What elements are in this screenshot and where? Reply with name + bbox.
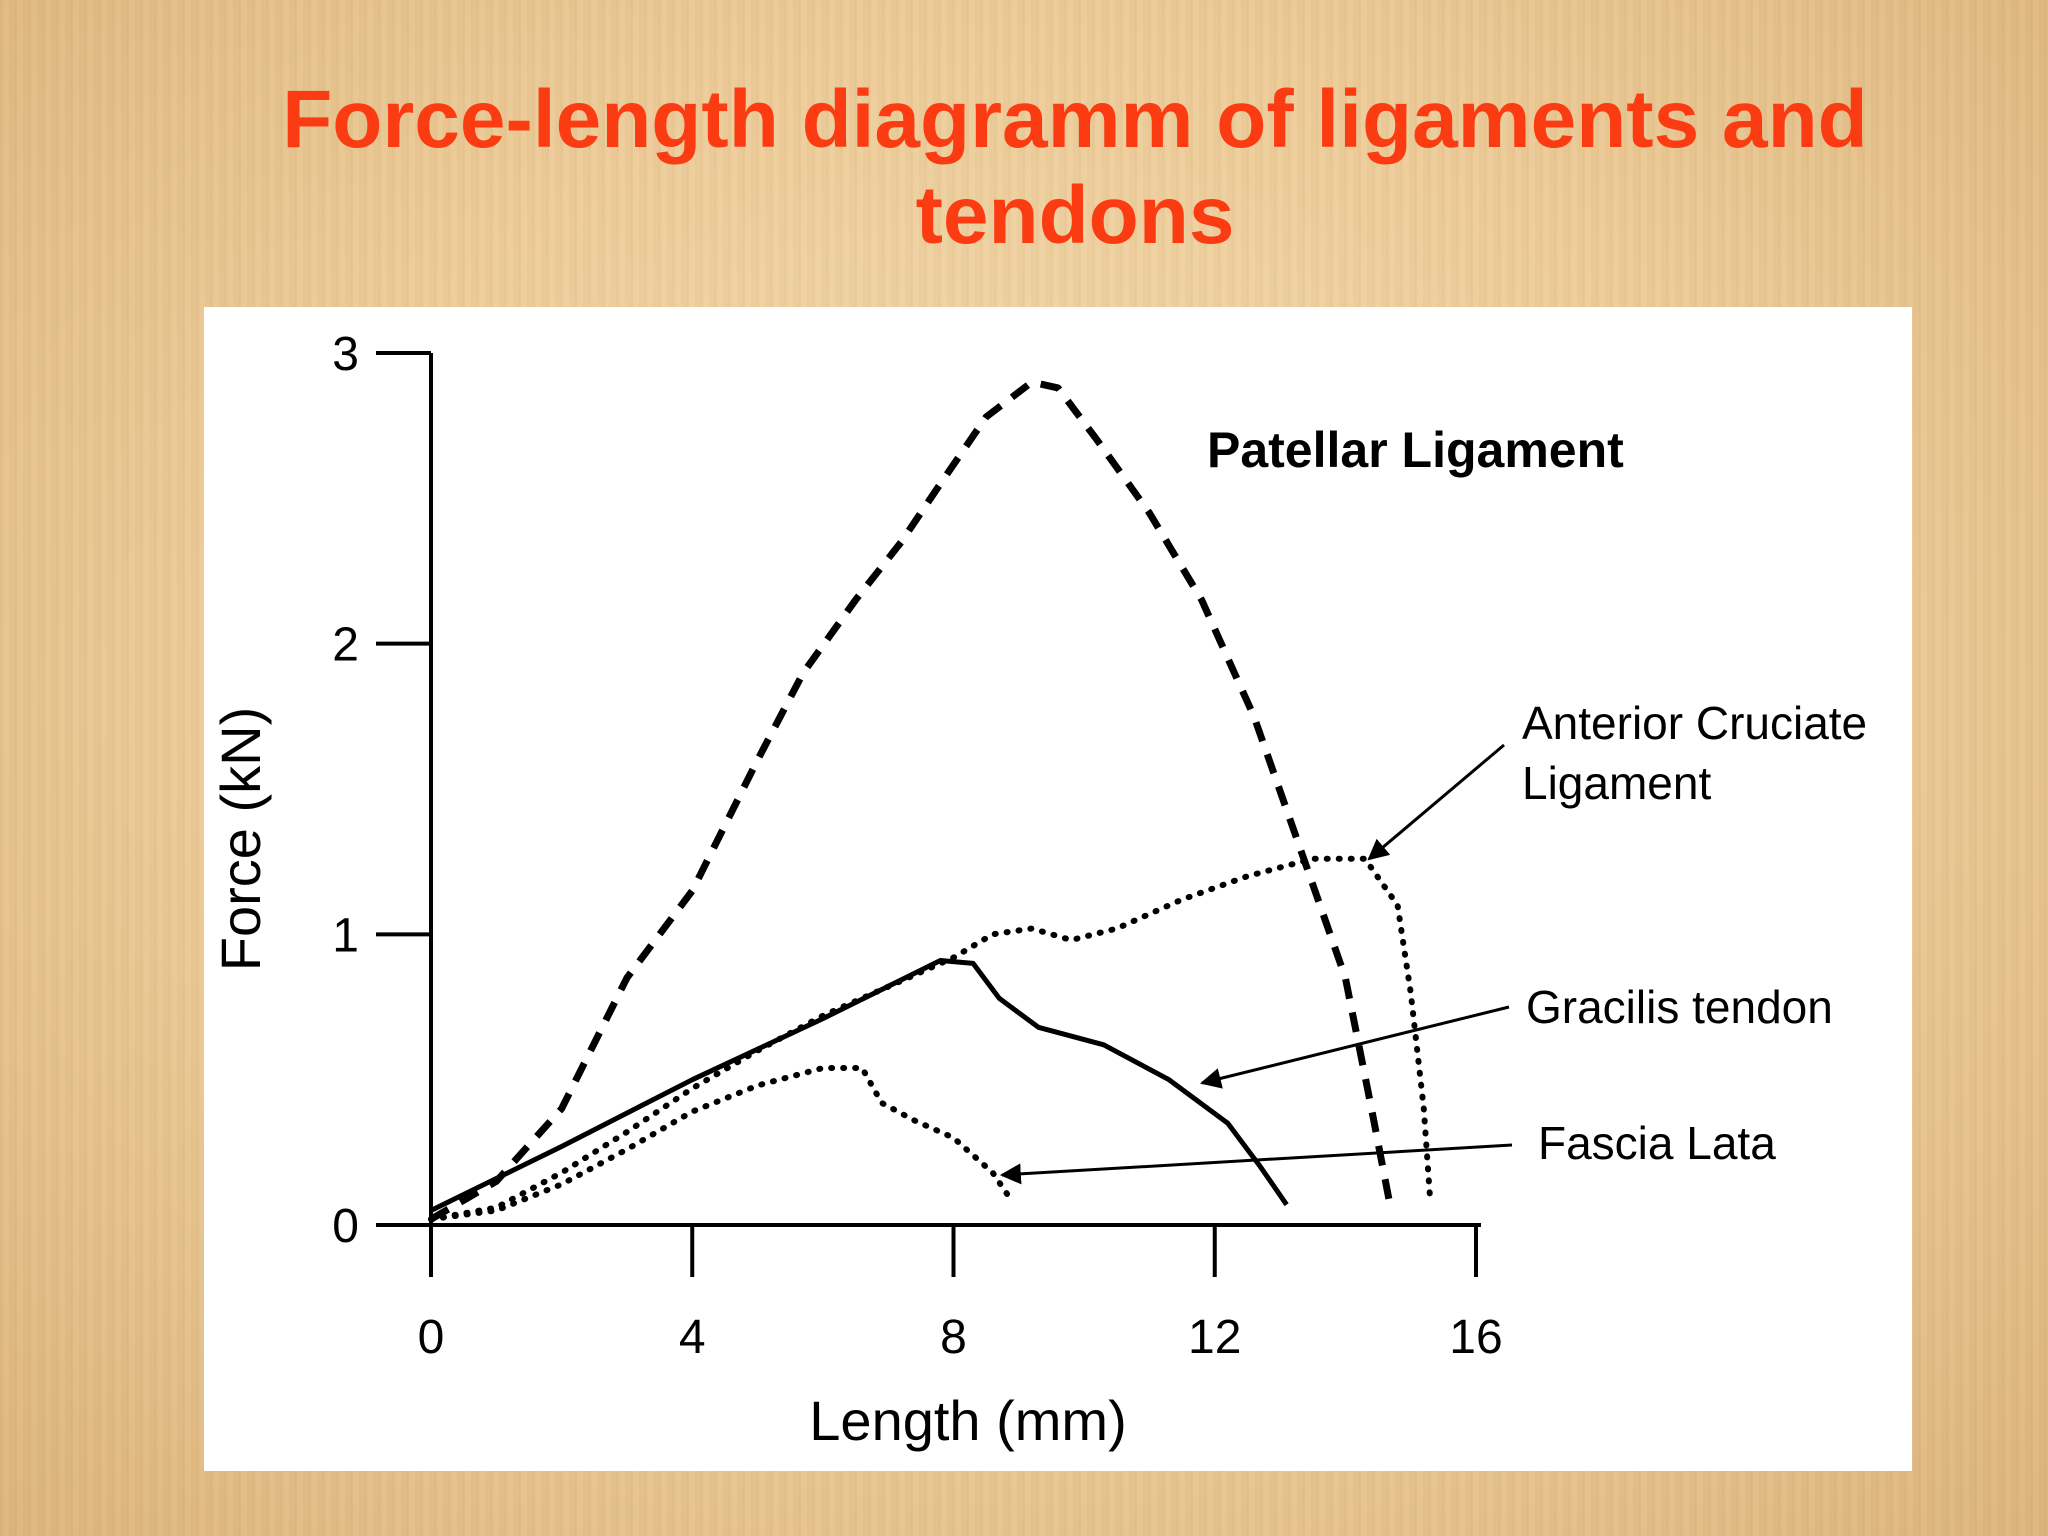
- x-axis-label: Length (mm): [809, 1389, 1126, 1452]
- x-tick-label-8: 8: [940, 1311, 967, 1364]
- y-axis-label: Force (kN): [209, 707, 272, 971]
- annotation-gracilis-arrow: [1199, 1005, 1510, 1089]
- y-tick-label-1: 1: [332, 909, 359, 962]
- series-line-gracilis-tendon: [429, 958, 1289, 1213]
- annotation-acl-arrow: [1367, 743, 1505, 861]
- series-line-fascia-lata: [428, 1065, 1016, 1223]
- series-line-patellar-ligament: [429, 378, 1395, 1223]
- chart-panel: 0 4 8 12 16 0 1 2 3 Length (mm) Force (kN) Patel…: [204, 307, 1912, 1471]
- annotation-fascia-lata: Fascia Lata: [1538, 1117, 1776, 1169]
- y-tick-label-3: 3: [332, 328, 359, 381]
- annotation-patellar-ligament: Patellar Ligament: [1207, 422, 1624, 478]
- annotation-gracilis-tendon: Gracilis tendon: [1526, 981, 1833, 1033]
- annotation-fascia-arrow: [999, 1143, 1513, 1185]
- x-tick-label-4: 4: [679, 1311, 706, 1364]
- y-tick-label-2: 2: [332, 619, 359, 672]
- annotation-acl-line1: Anterior Cruciate: [1522, 697, 1867, 749]
- annotation-acl-line2: Ligament: [1522, 757, 1711, 809]
- y-tick-label-0: 0: [332, 1200, 359, 1253]
- x-tick-label-12: 12: [1188, 1311, 1241, 1364]
- slide-title: Force-length diagramm of ligaments and t…: [282, 74, 1868, 261]
- x-tick-label-16: 16: [1449, 1311, 1502, 1364]
- series-line-anterior-cruciate-ligament: [428, 855, 1434, 1223]
- x-tick-label-0: 0: [418, 1311, 445, 1364]
